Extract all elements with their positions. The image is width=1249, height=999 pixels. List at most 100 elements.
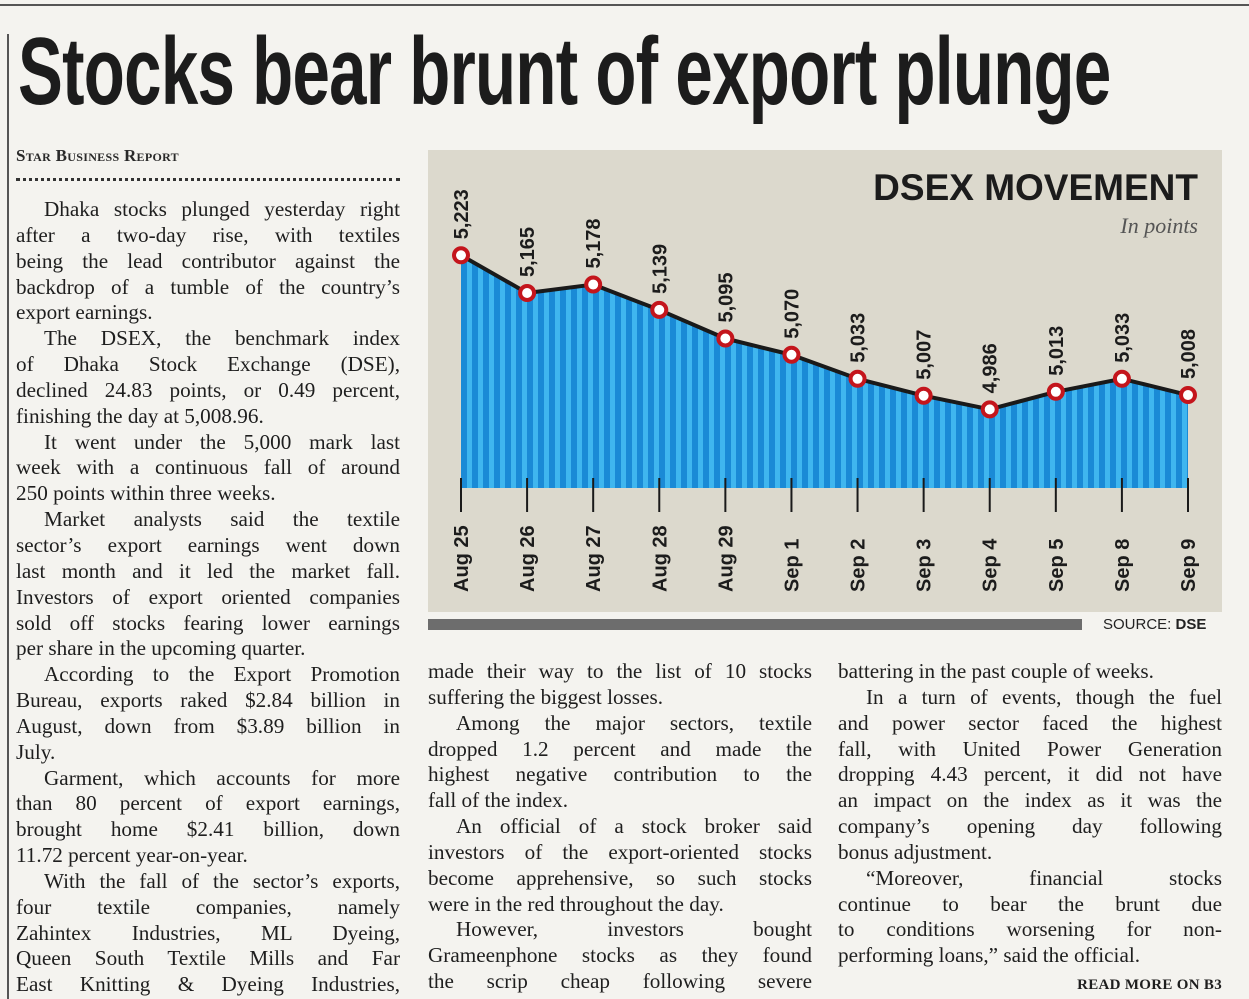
text-line: last month and it led the market fall.	[16, 558, 400, 583]
text-line: Grameenphone stocks as they found	[428, 943, 812, 968]
text-line: finishing the day at 5,008.96.	[16, 403, 264, 428]
paragraph: made their way to the list of 10 stocks s…	[428, 659, 812, 711]
text-line: battering in the past couple of weeks.	[838, 659, 1154, 683]
text-line: The DSEX, the benchmark index	[44, 326, 400, 351]
x-tick-label: Sep 5	[1046, 539, 1068, 592]
text-line: of Dhaka Stock Exchange (DSE),	[16, 352, 400, 377]
data-point	[1046, 382, 1065, 401]
left-rule	[7, 34, 9, 999]
text-line: In a turn of events, though the fuel	[866, 684, 1222, 709]
x-tick-label: Sep 9	[1178, 539, 1200, 592]
top-rule	[0, 4, 1249, 6]
text-line: suffering the biggest losses.	[428, 684, 663, 709]
read-more-link[interactable]: READ MORE ON B3	[1077, 977, 1222, 993]
text-line: 250 points within three weeks.	[16, 481, 276, 506]
paragraph: An official of a stock broker said invest…	[428, 814, 812, 917]
text-line: dropping 4.43 percent, it did not have	[838, 762, 1222, 787]
text-line: fall, with United Power Generation	[838, 736, 1222, 761]
x-tick-label: Aug 25	[451, 525, 473, 592]
paragraph: It went under the 5,000 mark last week wi…	[16, 430, 400, 508]
paragraph: battering in the past couple of weeks.	[838, 659, 1222, 685]
text-line: Bureau, exports raked $2.84 billion in	[16, 688, 400, 713]
text-line: export earnings.	[16, 300, 153, 325]
text-line: Among the major sectors, textile	[456, 710, 812, 735]
text-line: 11.72 percent year-on-year.	[16, 843, 248, 868]
text-line: being the lead contributor against the	[16, 248, 400, 273]
text-line: Garment, which accounts for more	[44, 765, 400, 790]
paragraph: Dhaka stocks plunged yesterday right afte…	[16, 197, 400, 326]
text-line: an impact on the index as it was the	[838, 788, 1222, 813]
text-line: backdrop of a tumble of the country’s	[16, 274, 400, 299]
dotted-divider	[16, 178, 400, 181]
text-line: August, down from $3.89 billion in	[16, 713, 400, 738]
area-fill	[461, 255, 1188, 488]
data-label: 5,095	[715, 272, 737, 322]
x-tick-label: Aug 26	[517, 525, 539, 592]
byline: Star Business Report	[16, 146, 179, 165]
text-line: continue to bear the brunt due	[838, 891, 1222, 916]
data-label: 5,033	[1112, 313, 1134, 363]
text-line: “Moreover, financial stocks	[866, 865, 1222, 890]
text-line: company’s opening day following	[838, 814, 1222, 839]
text-line: performing loans,” said the official.	[838, 943, 1141, 968]
data-point	[452, 246, 470, 265]
paragraph: Garment, which accounts for more than 80 …	[16, 766, 400, 869]
article-column-3: battering in the past couple of weeks. In…	[838, 659, 1222, 969]
x-tick-label: Aug 27	[583, 525, 605, 592]
x-tick-label: Sep 8	[1112, 539, 1134, 592]
data-point	[1179, 386, 1197, 405]
text-line: after a two-day rise, with textiles	[16, 222, 400, 247]
text-line: and power sector faced the highest	[838, 710, 1222, 735]
paragraph: Among the major sectors, textile dropped …	[428, 711, 812, 814]
paragraph: The DSEX, the benchmark index of Dhaka St…	[16, 326, 400, 429]
chart-subtitle: In points	[1119, 213, 1198, 238]
paragraph: Market analysts said the textile sector’s…	[16, 507, 400, 662]
text-line: Zahintex Industries, ML Dyeing,	[16, 920, 400, 945]
data-point	[716, 329, 735, 348]
data-point	[518, 284, 537, 302]
text-line: With the fall of the sector’s exports,	[44, 868, 400, 893]
data-point	[650, 300, 669, 319]
data-point	[584, 275, 603, 294]
x-tick-label: Aug 28	[649, 525, 671, 592]
x-tick-label: Sep 2	[848, 539, 870, 592]
x-tick-label: Sep 1	[781, 539, 803, 592]
paragraph: With the fall of the sector’s exports, fo…	[16, 869, 400, 998]
text-line: Market analysts said the textile	[44, 507, 400, 532]
text-line: July.	[16, 739, 56, 764]
x-tick-label: Sep 3	[914, 539, 936, 592]
text-line: investors of the export-oriented stocks	[428, 839, 812, 864]
text-line: than 80 percent of export earnings,	[16, 791, 400, 816]
paragraph: “Moreover, financial stocks continue to b…	[838, 866, 1222, 969]
text-line: made their way to the list of 10 stocks	[428, 659, 812, 683]
text-line: However, investors bought	[456, 917, 812, 942]
x-tick-label: Aug 29	[715, 525, 737, 592]
text-line: were in the red throughout the day.	[428, 891, 724, 916]
chart-source: SOURCE: DSE	[1103, 616, 1206, 633]
text-line: declined 24.83 points, or 0.49 percent,	[16, 377, 400, 402]
paragraph: In a turn of events, though the fuel and …	[838, 685, 1222, 866]
article-column-2: made their way to the list of 10 stocks s…	[428, 659, 812, 995]
text-line: An official of a stock broker said	[456, 814, 812, 839]
text-line: It went under the 5,000 mark last	[44, 429, 400, 454]
data-label: 5,070	[781, 289, 803, 339]
data-label: 5,033	[848, 313, 870, 363]
text-line: fall of the index.	[428, 788, 569, 813]
data-label: 5,139	[649, 244, 671, 294]
text-line: dropped 1.2 percent and made the	[428, 736, 812, 761]
text-line: Dhaka stocks plunged yesterday right	[44, 197, 400, 221]
source-value: DSE	[1175, 616, 1207, 633]
source-label: SOURCE:	[1103, 616, 1172, 633]
paragraph: According to the Export Promotion Bureau,…	[16, 662, 400, 765]
text-line: According to the Export Promotion	[44, 662, 400, 687]
headline: Stocks bear brunt of export plunge	[18, 18, 1111, 125]
data-point	[848, 369, 867, 388]
text-line: sold off stocks fearing lower earnings	[16, 610, 400, 635]
data-label: 5,223	[451, 189, 473, 239]
text-line: East Knitting & Dyeing Industries,	[16, 972, 400, 997]
data-label: 5,013	[1046, 326, 1068, 376]
data-point	[1112, 369, 1131, 388]
text-line: to conditions worsening for non-	[838, 917, 1222, 942]
source-bar	[428, 619, 1082, 630]
data-point	[914, 386, 933, 405]
